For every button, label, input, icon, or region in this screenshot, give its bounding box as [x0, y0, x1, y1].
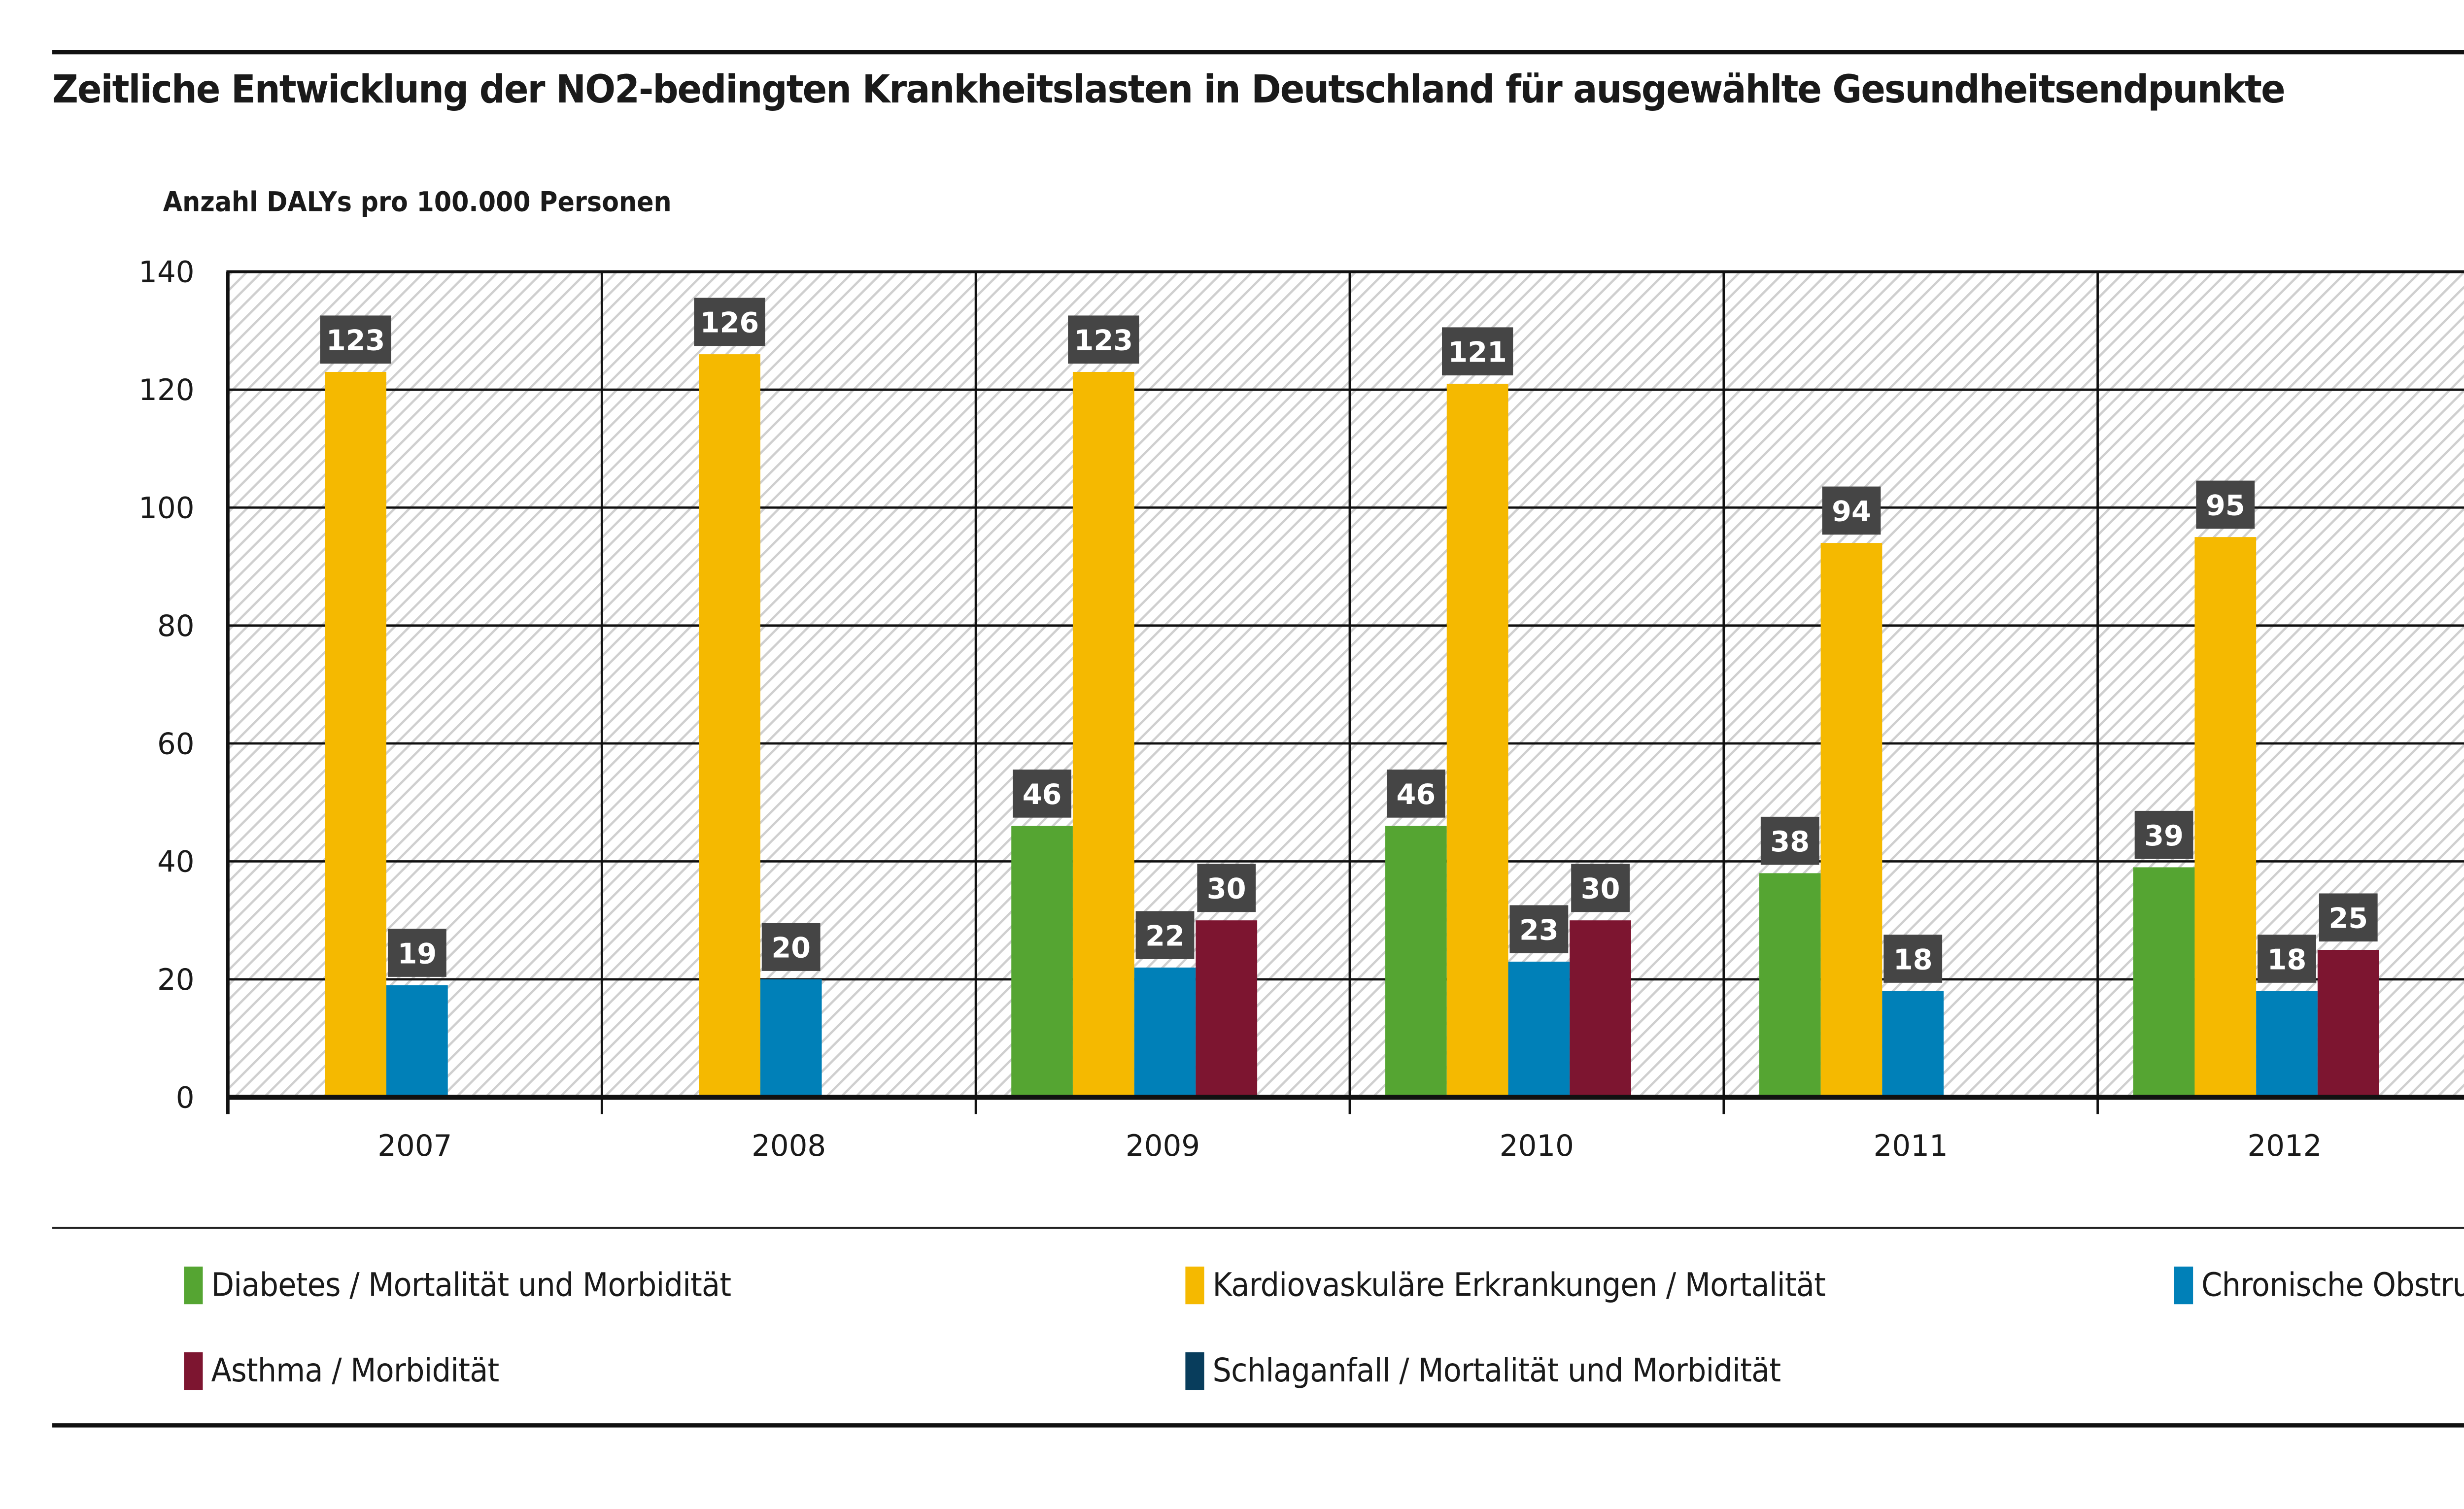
data-label-box [2196, 480, 2255, 529]
data-label: 123 [326, 324, 385, 357]
legend-item: Diabetes / Mortalität und Morbidität [184, 1266, 776, 1305]
bar [2133, 867, 2195, 1098]
legend-swatch [1185, 1266, 1204, 1305]
data-label: 123 [1074, 324, 1133, 357]
data-label-box [1197, 864, 1256, 912]
data-label: 94 [1832, 495, 1871, 528]
data-label: 46 [1023, 778, 1062, 811]
legend-label: Chronische Obstruktive Lungenerkrankung … [2201, 1266, 2464, 1305]
data-label: 126 [700, 306, 759, 339]
data-label: 20 [771, 931, 811, 964]
legend-item: Schlaganfall / Mortalität und Morbidität [1185, 1352, 1830, 1390]
y-tick-label: 140 [138, 256, 194, 290]
y-tick-label: 20 [157, 963, 195, 997]
data-label: 18 [2267, 943, 2307, 976]
bar [1072, 371, 1134, 1098]
legend-label: Asthma / Morbidität [211, 1352, 499, 1390]
data-label-box [1135, 911, 1195, 959]
legend-swatch [2174, 1266, 2193, 1305]
y-tick-label: 80 [157, 609, 195, 643]
bar [2194, 537, 2257, 1098]
legend-swatch [184, 1352, 203, 1390]
data-label: 23 [1519, 913, 1559, 946]
legend-separator [52, 1227, 2464, 1230]
data-label-box [387, 929, 446, 977]
data-label-box [1509, 905, 1569, 953]
data-label-box [1387, 770, 1445, 818]
bar [1446, 383, 1508, 1098]
y-tick-label: 120 [138, 373, 194, 407]
y-tick-label: 60 [157, 727, 195, 761]
data-label-box [694, 298, 765, 346]
bar [1385, 826, 1447, 1098]
legend-label: Schlaganfall / Mortalität und Morbidität [1212, 1352, 1781, 1390]
bar [760, 979, 822, 1098]
data-label: 39 [2144, 819, 2184, 852]
bar [1508, 961, 1570, 1098]
bar [1882, 991, 1944, 1098]
data-label-box [2258, 935, 2316, 983]
data-label: 22 [1145, 919, 1185, 952]
data-label: 30 [1207, 872, 1246, 905]
legend-item: Chronische Obstruktive Lungenerkrankung … [2174, 1266, 2464, 1305]
x-tick-label: 2010 [1500, 1129, 1574, 1163]
data-label-box [2319, 893, 2378, 942]
x-tick-label: 2012 [2247, 1129, 2322, 1163]
legend-swatch [184, 1266, 203, 1305]
y-tick-label: 100 [138, 492, 194, 526]
data-label: 19 [397, 937, 437, 970]
bar [1570, 920, 1631, 1098]
legend-item: Kardiovaskuläre Erkrankungen / Mortalitä… [1185, 1266, 1879, 1305]
x-tick-label: 2009 [1126, 1129, 1200, 1163]
bar [1759, 873, 1821, 1098]
y-tick-label: 40 [157, 845, 195, 879]
data-label: 38 [1770, 825, 1810, 858]
data-label-box [1571, 864, 1630, 912]
data-label-box [2134, 810, 2193, 859]
data-label-box [1068, 315, 1139, 364]
bar [386, 985, 448, 1098]
bar [2256, 991, 2318, 1098]
data-label: 30 [1581, 872, 1620, 905]
bar [1820, 543, 1882, 1098]
bar [699, 354, 760, 1098]
legend-label: Kardiovaskuläre Erkrankungen / Mortalitä… [1212, 1266, 1826, 1305]
data-label: 25 [2328, 902, 2368, 935]
bar [1011, 826, 1073, 1098]
legend-label: Diabetes / Mortalität und Morbidität [211, 1266, 731, 1305]
bars [325, 354, 2379, 1098]
bottom-rule [52, 1423, 2464, 1429]
data-label: 18 [1893, 943, 1933, 976]
y-tick-label: 0 [176, 1081, 195, 1115]
data-label-box [1442, 327, 1513, 375]
data-label-box [1013, 770, 1071, 818]
data-label-box [1883, 935, 1943, 983]
legend-swatch [1185, 1352, 1204, 1390]
chart-title: Zeitliche Entwicklung der NO2-bedingten … [52, 68, 2286, 113]
x-tick-label: 2011 [1874, 1129, 1948, 1163]
x-tick-label: 2008 [752, 1129, 826, 1163]
bar [325, 371, 386, 1098]
data-label-box [761, 923, 821, 971]
data-labels: 4646383934361231261231219495838819202223… [320, 298, 2378, 983]
top-rule [52, 50, 2464, 55]
data-label-box [1822, 486, 1881, 535]
data-label: 95 [2206, 489, 2245, 522]
plot-area [228, 271, 2464, 1098]
bar [2317, 950, 2379, 1098]
data-label-box [320, 315, 391, 364]
data-label: 46 [1397, 778, 1436, 811]
y-axis-label: Anzahl DALYs pro 100.000 Personen [163, 188, 672, 220]
data-label: 121 [1448, 335, 1507, 369]
bar [1196, 920, 1258, 1098]
axes: 0 20 40 60 80 100 120 140 2007 2008 2009 2010 2011 20… [138, 256, 2464, 1163]
legend-item: Asthma / Morbidität [184, 1352, 524, 1390]
data-label-box [1760, 816, 1819, 865]
x-tick-label: 2007 [377, 1129, 452, 1163]
bar [1134, 967, 1196, 1098]
